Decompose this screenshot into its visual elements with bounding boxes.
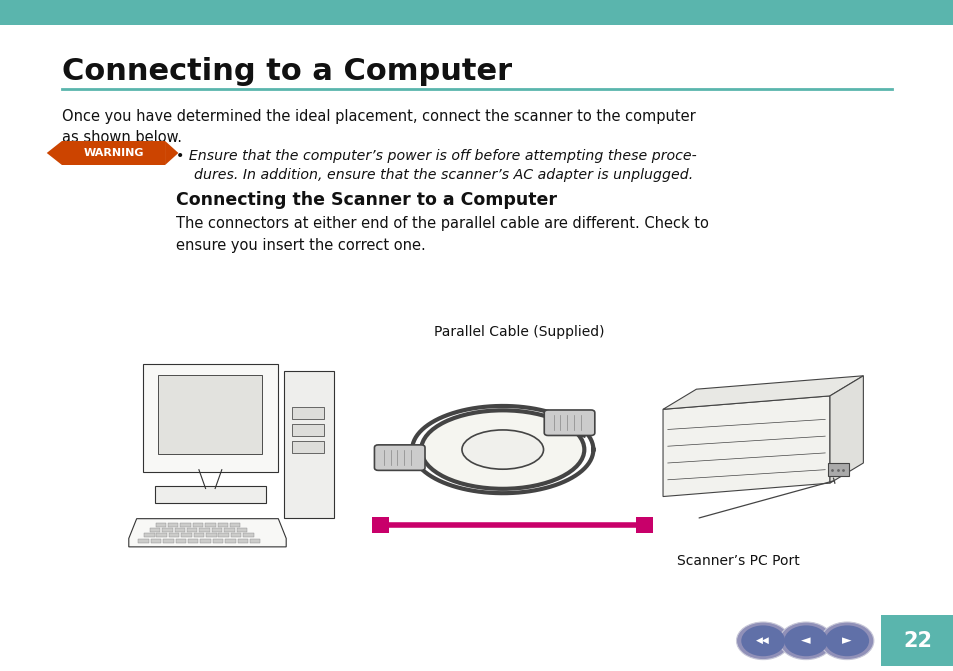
Polygon shape bbox=[662, 396, 829, 497]
Bar bbox=[236, 528, 247, 532]
Bar bbox=[881, 615, 953, 666]
Bar bbox=[181, 533, 192, 537]
Bar bbox=[230, 523, 240, 527]
Bar bbox=[372, 517, 389, 533]
Bar bbox=[292, 424, 324, 436]
Bar bbox=[199, 528, 210, 532]
Bar bbox=[0, 0, 953, 25]
Bar bbox=[151, 539, 161, 543]
Bar bbox=[217, 523, 228, 527]
Text: Scanner’s PC Port: Scanner’s PC Port bbox=[677, 554, 800, 568]
Ellipse shape bbox=[421, 411, 583, 488]
Polygon shape bbox=[662, 376, 862, 409]
Bar bbox=[188, 539, 198, 543]
Text: ◄: ◄ bbox=[801, 634, 810, 648]
Text: The connectors at either end of the parallel cable are different. Check to
ensur: The connectors at either end of the para… bbox=[176, 216, 709, 253]
Bar bbox=[636, 517, 653, 533]
Bar bbox=[225, 539, 235, 543]
Bar bbox=[138, 539, 149, 543]
Text: Parallel Cable (Supplied): Parallel Cable (Supplied) bbox=[434, 325, 604, 339]
Bar bbox=[206, 533, 216, 537]
Bar bbox=[174, 528, 185, 532]
Bar bbox=[212, 528, 222, 532]
Bar bbox=[169, 533, 179, 537]
Bar bbox=[231, 533, 241, 537]
Bar bbox=[193, 533, 204, 537]
FancyBboxPatch shape bbox=[374, 445, 424, 470]
Bar bbox=[187, 528, 197, 532]
Text: ◀◀: ◀◀ bbox=[756, 636, 769, 646]
Bar bbox=[827, 463, 848, 476]
FancyBboxPatch shape bbox=[143, 364, 277, 472]
Circle shape bbox=[783, 625, 827, 656]
Text: • Ensure that the computer’s power is off before attempting these proce-
    dur: • Ensure that the computer’s power is of… bbox=[176, 149, 697, 183]
Circle shape bbox=[740, 625, 784, 656]
Bar bbox=[292, 407, 324, 419]
Bar bbox=[162, 528, 172, 532]
Polygon shape bbox=[129, 519, 286, 547]
Bar bbox=[213, 539, 223, 543]
Bar bbox=[168, 523, 178, 527]
Bar bbox=[144, 533, 154, 537]
Bar bbox=[250, 539, 260, 543]
FancyBboxPatch shape bbox=[284, 371, 334, 518]
Bar bbox=[175, 539, 186, 543]
Bar bbox=[193, 523, 203, 527]
Bar bbox=[163, 539, 173, 543]
Bar bbox=[237, 539, 248, 543]
Circle shape bbox=[820, 622, 873, 660]
Text: Once you have determined the ideal placement, connect the scanner to the compute: Once you have determined the ideal place… bbox=[62, 109, 695, 146]
Bar bbox=[205, 523, 215, 527]
FancyBboxPatch shape bbox=[154, 486, 266, 503]
Polygon shape bbox=[47, 141, 62, 165]
Bar bbox=[218, 533, 229, 537]
FancyBboxPatch shape bbox=[158, 375, 262, 454]
Polygon shape bbox=[829, 376, 862, 483]
Text: Connecting the Scanner to a Computer: Connecting the Scanner to a Computer bbox=[176, 191, 557, 209]
Ellipse shape bbox=[461, 430, 543, 469]
Circle shape bbox=[736, 622, 789, 660]
Polygon shape bbox=[165, 141, 178, 165]
FancyBboxPatch shape bbox=[543, 410, 595, 435]
Circle shape bbox=[779, 622, 832, 660]
Bar bbox=[224, 528, 234, 532]
Circle shape bbox=[824, 625, 868, 656]
Text: Connecting to a Computer: Connecting to a Computer bbox=[62, 57, 512, 86]
Text: WARNING: WARNING bbox=[83, 148, 144, 158]
Text: 22: 22 bbox=[902, 631, 931, 651]
Bar bbox=[200, 539, 211, 543]
Bar bbox=[150, 528, 160, 532]
Bar bbox=[243, 533, 253, 537]
Text: ►: ► bbox=[841, 634, 851, 648]
Bar bbox=[156, 533, 167, 537]
Bar bbox=[62, 141, 165, 165]
Bar bbox=[180, 523, 191, 527]
Bar bbox=[155, 523, 166, 527]
Bar bbox=[292, 441, 324, 453]
